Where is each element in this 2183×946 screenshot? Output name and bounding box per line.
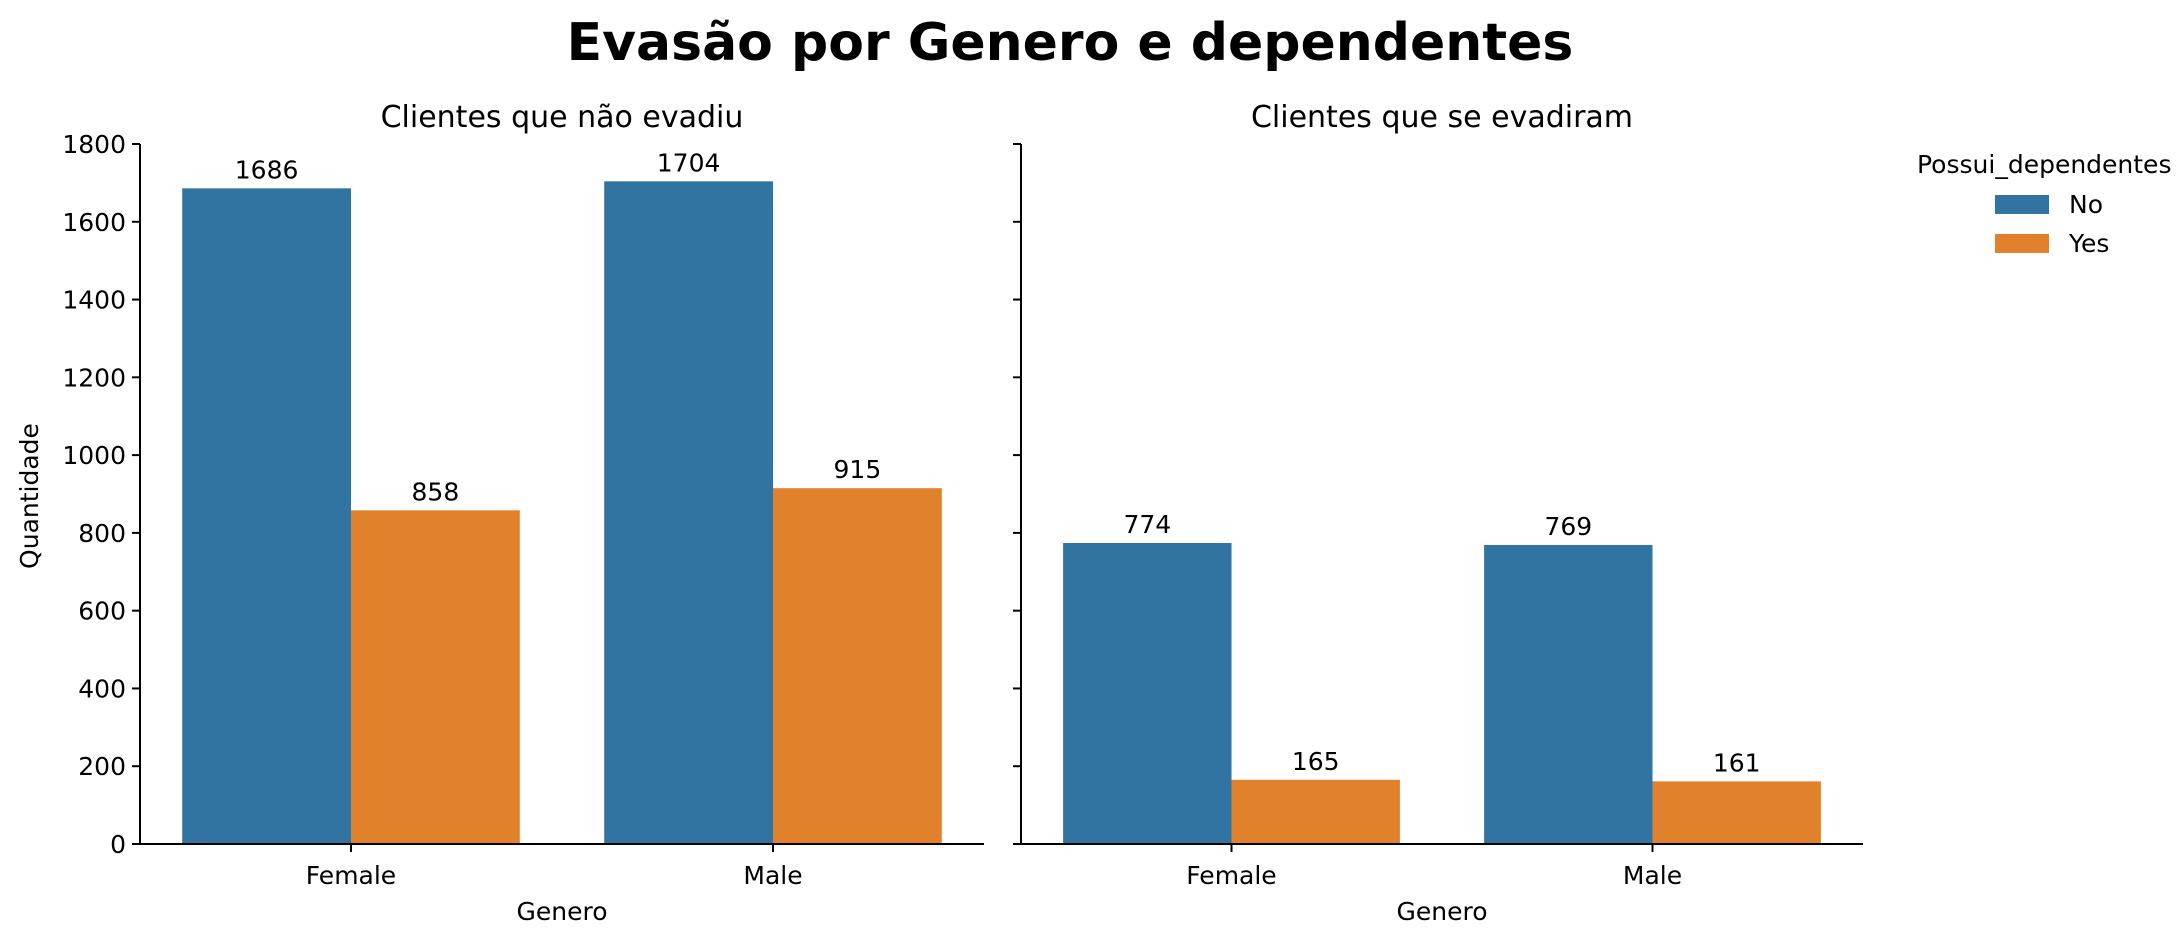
bar-no-male <box>1484 544 1653 844</box>
x-tick-label: Female <box>1186 861 1276 890</box>
chart-title: Evasão por Genero e dependentes <box>567 13 1574 73</box>
y-tick-label: 400 <box>78 674 126 703</box>
y-tick-label: 1800 <box>62 130 126 159</box>
bar-yes-male <box>1652 781 1821 844</box>
y-tick-label: 0 <box>110 830 126 859</box>
bar-no-female <box>1063 543 1232 844</box>
y-tick-label: 600 <box>78 597 126 626</box>
data-label: 858 <box>412 477 460 506</box>
x-tick-label: Male <box>743 861 802 890</box>
y-tick-label: 200 <box>78 752 126 781</box>
data-label: 161 <box>1713 748 1761 777</box>
legend: Possui_dependentes No Yes <box>1917 150 2171 258</box>
x-tick-label: Female <box>306 861 396 890</box>
y-tick-label: 800 <box>78 519 126 548</box>
legend-swatch-yes <box>1995 234 2049 253</box>
data-label: 1704 <box>657 148 721 177</box>
bar-no-female <box>182 188 351 845</box>
y-tick-label: 1400 <box>62 286 126 315</box>
y-axis-label: Quantidade <box>15 423 44 569</box>
x-axis-label: Genero <box>516 897 607 926</box>
data-label: 769 <box>1544 512 1592 541</box>
y-tick-label: 1000 <box>62 441 126 470</box>
x-tick-label: Male <box>1623 861 1682 890</box>
data-label: 1686 <box>235 155 299 184</box>
bar-yes-female <box>351 510 520 844</box>
legend-swatch-no <box>1995 195 2049 214</box>
legend-label-yes: Yes <box>2068 229 2109 258</box>
panel-title: Clientes que se evadiram <box>1251 100 1633 135</box>
data-label: 915 <box>834 455 882 484</box>
panel-title: Clientes que não evadiu <box>381 100 744 135</box>
y-tick-label: 1200 <box>62 363 126 392</box>
y-tick-label: 1600 <box>62 208 126 237</box>
bar-yes-male <box>773 488 942 844</box>
legend-label-no: No <box>2069 190 2103 219</box>
x-axis-label: Genero <box>1396 897 1487 926</box>
panel-not-churned: Clientes que não evadiu 1686 1704 858 915 0 20… <box>62 100 984 926</box>
legend-title: Possui_dependentes <box>1917 150 2171 179</box>
data-label: 165 <box>1292 747 1340 776</box>
data-label: 774 <box>1123 510 1171 539</box>
panel-churned: Clientes que se evadiram 774 769 165 161 Fema… <box>1013 100 1863 926</box>
bar-no-male <box>604 181 773 845</box>
bar-yes-female <box>1231 779 1400 844</box>
